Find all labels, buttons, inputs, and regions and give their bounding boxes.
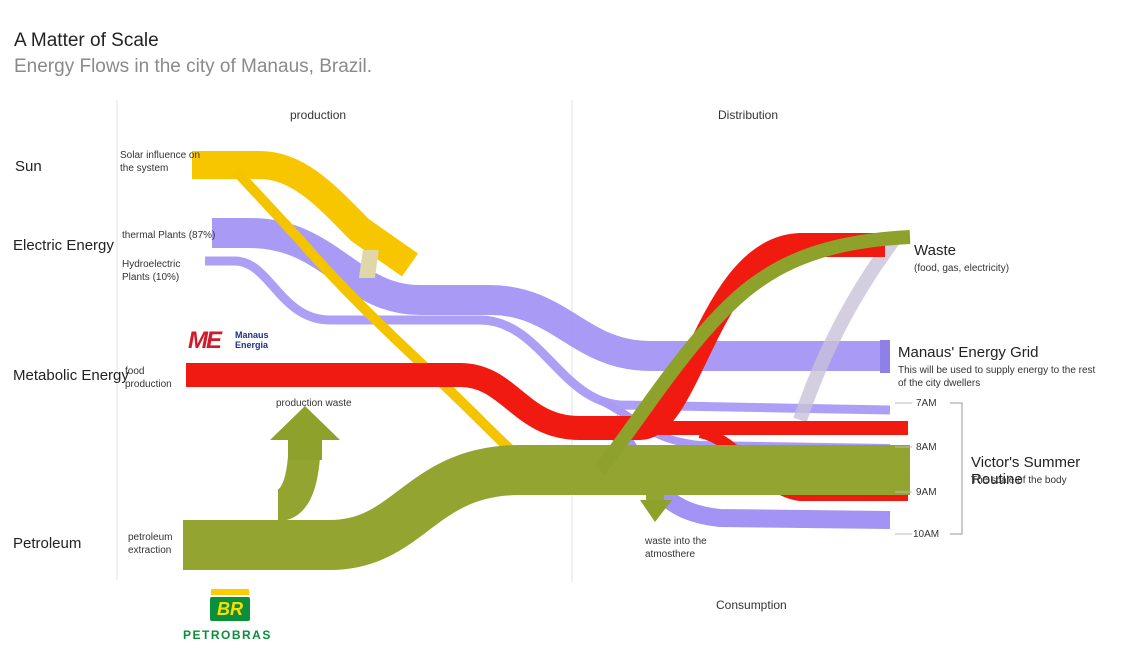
source-metabolic-label: Metabolic Energy — [13, 367, 129, 384]
production-waste-note: production waste — [276, 397, 352, 410]
consumption-heading: Consumption — [716, 598, 787, 612]
hydro-note-line2: Plants (10%) — [122, 271, 180, 284]
time-7am: 7AM — [916, 398, 937, 409]
manaus-logo-line2: Energia — [235, 340, 269, 350]
distribution-heading: Distribution — [718, 108, 778, 122]
solar-note-line2: the system — [120, 162, 200, 175]
production-heading: production — [290, 108, 346, 122]
routine-note: The scale of the body — [971, 474, 1067, 487]
solar-note-line1: Solar influence on — [120, 149, 200, 162]
chart-title: A Matter of Scale — [14, 30, 159, 52]
manaus-logo-line1: Manaus — [235, 330, 269, 340]
grid-note-line1: This will be used to supply energy to th… — [898, 364, 1095, 377]
solar-note: Solar influence on the system — [120, 149, 200, 175]
petro-note: petroleum extraction — [128, 531, 172, 557]
food-note-line1: food — [125, 365, 172, 378]
chart-subtitle: Energy Flows in the city of Manaus, Braz… — [14, 56, 372, 78]
time-9am: 9AM — [916, 487, 937, 498]
hydro-note-line1: Hydroelectric — [122, 258, 180, 271]
waste-note: (food, gas, electricity) — [914, 262, 1009, 275]
routine-bracket — [950, 403, 962, 534]
food-note-line2: production — [125, 378, 172, 391]
time-10am: 10AM — [913, 529, 939, 540]
time-8am: 8AM — [916, 442, 937, 453]
hydro-note: Hydroelectric Plants (10%) — [122, 258, 180, 284]
waste-title: Waste — [914, 242, 956, 259]
petro-note-line2: extraction — [128, 544, 172, 557]
thermal-note: thermal Plants (87%) — [122, 229, 215, 242]
grid-endcap — [880, 340, 890, 373]
petrobras-logo-bar — [211, 589, 249, 595]
source-electric-label: Electric Energy — [13, 237, 114, 254]
atmosphere-note: waste into the atmosthere — [645, 535, 707, 561]
manaus-energia-logo: ME Manaus Energia — [188, 329, 284, 353]
grid-note-line2: of the city dwellers — [898, 377, 1095, 390]
atmosphere-note-line2: atmosthere — [645, 548, 707, 561]
source-petroleum-label: Petroleum — [13, 535, 81, 552]
food-note: food production — [125, 365, 172, 391]
petro-note-line1: petroleum — [128, 531, 172, 544]
petrobras-logo-mark: BR — [210, 597, 250, 621]
grid-note: This will be used to supply energy to th… — [898, 364, 1095, 390]
grid-title: Manaus' Energy Grid — [898, 344, 1038, 361]
atmosphere-note-line1: waste into the — [645, 535, 707, 548]
manaus-logo-text: Manaus Energia — [235, 330, 269, 350]
manaus-logo-mark: ME — [188, 327, 220, 355]
source-sun-label: Sun — [15, 158, 42, 175]
petrobras-wordmark: PETROBRAS — [183, 628, 272, 642]
